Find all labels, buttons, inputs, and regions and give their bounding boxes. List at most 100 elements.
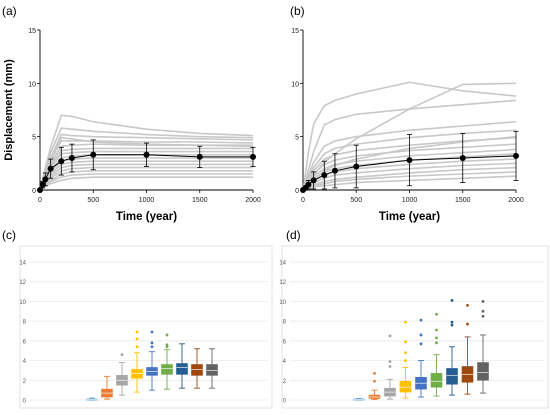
mean-point <box>305 181 312 188</box>
y-tick-label: 14 <box>279 261 286 267</box>
mean-point <box>196 153 203 160</box>
outlier-point <box>135 345 139 349</box>
box-plot <box>368 371 381 400</box>
box-plot <box>191 348 203 389</box>
box <box>191 364 203 376</box>
outlier-point <box>404 351 407 355</box>
y-tick-label: 0 <box>283 399 287 405</box>
mean-point <box>37 187 43 193</box>
outlier-point <box>435 328 438 332</box>
x-tick-label: 1000 <box>139 197 155 204</box>
box-plot <box>101 375 113 400</box>
box <box>131 369 143 379</box>
sample-curve <box>302 81 517 191</box>
y-tick-label: 15 <box>28 28 36 35</box>
y-tick-label: 8 <box>23 320 27 326</box>
y-tick-label: 12 <box>279 280 286 286</box>
x-tick-label: 0 <box>301 197 305 204</box>
outlier-point <box>404 340 407 344</box>
y-tick-label: 2 <box>23 379 27 385</box>
line-chart-panel-a: (a) 0 5 10 15 0 500 1000 1500 2000 Time (year) Disp… <box>2 4 261 223</box>
box-plot-panel-d: (d) 0 2 4 6 8 10 12 14 <box>279 228 549 409</box>
outlier-point <box>435 312 438 316</box>
box-plot <box>461 303 474 395</box>
outlier-point <box>150 345 154 349</box>
x-tick-label: 0 <box>38 197 42 204</box>
outlier-point <box>135 337 139 341</box>
outlier-point <box>481 309 485 313</box>
box <box>477 362 489 381</box>
plot-frame <box>281 245 549 409</box>
x-tick-label: 1500 <box>455 197 471 204</box>
line-chart-panel-b: (b) 0 5 10 15 0 500 1000 1500 2000 Time (year) <box>290 4 524 223</box>
outlier-point <box>388 365 392 368</box>
sample-curve <box>39 176 253 191</box>
outlier-point <box>404 320 407 324</box>
box-plot <box>86 397 98 401</box>
y-tick-label: 10 <box>279 300 286 306</box>
y-tick-label: 5 <box>295 135 299 142</box>
outlier-point <box>466 322 469 326</box>
box <box>446 368 458 385</box>
y-tick-label: 5 <box>32 135 36 142</box>
box <box>176 363 188 375</box>
panel-label: (b) <box>290 4 305 18</box>
outlier-point <box>435 341 438 345</box>
box <box>161 364 173 375</box>
y-tick-label: 10 <box>19 300 26 306</box>
mean-point <box>39 181 46 188</box>
box <box>399 380 412 393</box>
box-plot <box>116 353 128 396</box>
outlier-point <box>373 371 376 375</box>
box-plot <box>146 330 158 391</box>
outlier-point <box>150 341 154 345</box>
y-tick-label: 8 <box>283 320 287 326</box>
plot-frame <box>19 245 273 409</box>
y-tick-label: 2 <box>283 379 287 385</box>
mean-point <box>58 158 65 165</box>
x-tick-label: 1000 <box>402 197 418 204</box>
outlier-point <box>481 300 485 303</box>
outlier-point <box>450 323 454 327</box>
mean-point <box>321 172 328 179</box>
outlier-point <box>165 343 169 347</box>
box-plot <box>353 398 365 401</box>
mean-point <box>353 163 360 170</box>
outlier-point <box>165 333 169 337</box>
box-plot <box>477 300 489 394</box>
y-tick-label: 0 <box>295 188 299 195</box>
y-tick-label: 6 <box>283 339 287 345</box>
y-tick-label: 4 <box>283 359 287 365</box>
x-axis-label: Time (year) <box>116 211 177 223</box>
outlier-point <box>419 333 423 337</box>
y-tick-label: 0 <box>32 188 36 195</box>
y-tick-label: 0 <box>23 399 27 405</box>
outlier-point <box>481 314 485 318</box>
mean-point <box>68 155 75 161</box>
mean-point <box>47 165 54 172</box>
x-tick-label: 2000 <box>245 197 261 204</box>
mean-point <box>250 153 256 160</box>
sample-curve <box>302 99 517 191</box>
box-plot <box>430 312 443 397</box>
y-tick-label: 4 <box>23 359 27 365</box>
box-plot-panel-c: (c) 0 2 4 6 8 10 12 14 <box>2 228 273 409</box>
box-plot <box>384 334 396 400</box>
outlier-point <box>388 360 392 363</box>
outlier-point <box>150 330 154 334</box>
outlier-point <box>165 345 169 349</box>
mean-point <box>331 167 338 174</box>
box-plot <box>176 343 188 389</box>
mean-point <box>459 155 466 161</box>
outlier-point <box>404 359 407 362</box>
box-plot <box>446 299 458 396</box>
box-plot <box>399 320 412 399</box>
mean-point <box>42 176 49 183</box>
y-axis-label: Displacement (mm) <box>3 59 15 161</box>
outlier-point <box>466 303 469 307</box>
outlier-point <box>120 353 124 357</box>
x-tick-label: 500 <box>350 197 362 204</box>
x-tick-label: 500 <box>87 197 99 204</box>
outlier-point <box>450 299 454 302</box>
